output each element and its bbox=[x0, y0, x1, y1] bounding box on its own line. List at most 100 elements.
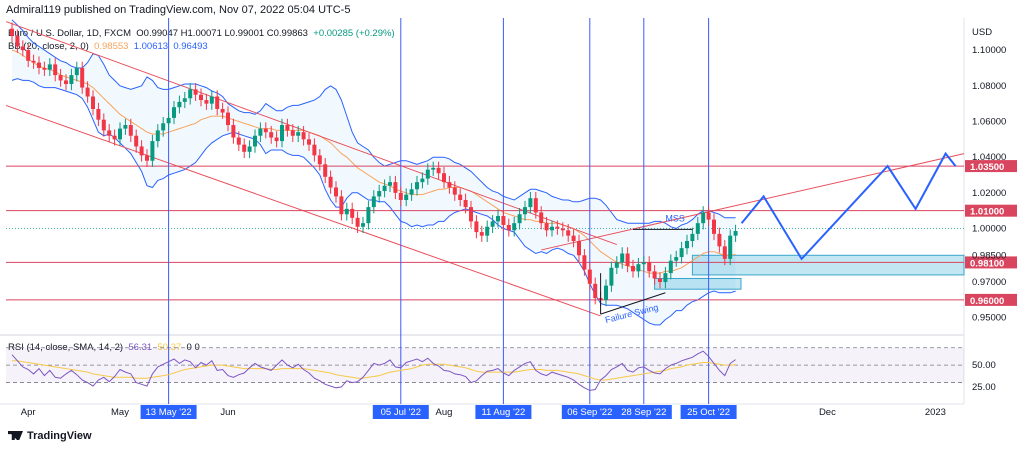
candle-body bbox=[74, 67, 79, 76]
event-date-tag bbox=[615, 405, 672, 419]
candle-body bbox=[269, 132, 274, 138]
candle-body bbox=[425, 169, 430, 179]
candle-body bbox=[733, 231, 738, 236]
candle-body bbox=[312, 144, 317, 156]
candle-body bbox=[150, 141, 155, 161]
bb-upper-value: 1.00613 bbox=[133, 41, 169, 52]
candle-body bbox=[37, 62, 41, 68]
candle-body bbox=[555, 226, 560, 229]
projection-path bbox=[740, 151, 957, 261]
candle-body bbox=[571, 235, 576, 242]
candle-body bbox=[420, 178, 425, 183]
candle-body bbox=[371, 196, 376, 208]
candle-body bbox=[355, 217, 360, 227]
ohlc-values: O0.99047 H1.00071 L0.99001 C0.99863 bbox=[136, 28, 308, 39]
candle-body bbox=[64, 80, 68, 85]
candle-body bbox=[123, 125, 128, 129]
candle-body bbox=[361, 223, 365, 227]
time-axis-tick: Apr bbox=[21, 407, 36, 418]
candle-body bbox=[301, 132, 306, 140]
candle-body bbox=[452, 187, 457, 195]
candle-body bbox=[85, 87, 90, 97]
candle-body bbox=[328, 176, 333, 188]
candle-body bbox=[101, 119, 106, 131]
candle-body bbox=[296, 132, 301, 136]
change-value: +0.00285 (+0.29%) bbox=[313, 28, 395, 39]
candle-body bbox=[404, 194, 409, 200]
price-level-tag bbox=[965, 204, 1017, 217]
candle-body bbox=[317, 155, 322, 165]
candle-body bbox=[350, 208, 355, 218]
tradingview-logo-icon bbox=[8, 431, 23, 440]
brand-name: TradingView bbox=[27, 430, 92, 442]
event-date-label: 13 May '22 bbox=[146, 407, 192, 418]
candle-body bbox=[231, 125, 236, 138]
price-axis-title: USD bbox=[972, 27, 992, 38]
candle-body bbox=[204, 100, 209, 104]
candle-body bbox=[96, 108, 101, 120]
candle-body bbox=[242, 144, 247, 152]
bollinger-band-fill bbox=[12, 19, 736, 325]
time-axis-tick: 2023 bbox=[925, 407, 946, 418]
demand-zone bbox=[691, 254, 965, 276]
bollinger-basis-line bbox=[11, 49, 736, 274]
candle-body bbox=[539, 212, 544, 224]
candle-body bbox=[172, 107, 176, 118]
bb-legend[interactable]: BB (20, close, 2, 0) 0.98553 1.00613 0.9… bbox=[8, 41, 208, 52]
candle-body bbox=[226, 112, 230, 126]
candle-body bbox=[706, 212, 711, 220]
candle-body bbox=[263, 128, 268, 133]
candle-body bbox=[215, 96, 220, 109]
candle-body bbox=[10, 28, 14, 36]
candle-body bbox=[199, 94, 203, 101]
candle-body bbox=[442, 173, 446, 183]
candle-body bbox=[636, 264, 641, 272]
price-level-tag bbox=[965, 256, 1017, 269]
event-date-label: 11 Aug '22 bbox=[481, 407, 525, 418]
rising-trend-line bbox=[541, 153, 965, 251]
rsi-line bbox=[11, 350, 736, 391]
candle-body bbox=[679, 248, 684, 258]
candle-body bbox=[641, 262, 646, 265]
candle-body bbox=[566, 230, 571, 236]
price-axis-tick: 1.06000 bbox=[972, 116, 1006, 127]
candle-body bbox=[474, 221, 479, 233]
candle-body bbox=[166, 117, 171, 124]
candle-body bbox=[118, 128, 122, 140]
candle-body bbox=[587, 269, 592, 284]
candle-body bbox=[463, 199, 468, 208]
candle-body bbox=[15, 35, 20, 47]
candle-body bbox=[47, 64, 52, 70]
rsi-extra: 0 0 bbox=[186, 342, 200, 353]
candle-body bbox=[431, 167, 436, 170]
price-level-tag bbox=[965, 293, 1017, 306]
candle-body bbox=[339, 196, 344, 215]
candle-body bbox=[415, 182, 419, 190]
candle-body bbox=[323, 164, 328, 177]
rsi-axis-tick: 25.00 bbox=[972, 382, 996, 393]
brand-footer[interactable]: TradingView bbox=[8, 430, 92, 442]
bb-label: BB (20, close, 2, 0) bbox=[8, 41, 89, 52]
candle-body bbox=[220, 108, 225, 113]
candle-body bbox=[625, 253, 630, 266]
candle-body bbox=[436, 167, 441, 174]
bb-basis-value: 0.98553 bbox=[94, 41, 129, 52]
symbol-name: Euro / U.S. Dollar, 1D, FXCM bbox=[8, 28, 132, 39]
candle-body bbox=[274, 137, 279, 142]
candle-body bbox=[652, 271, 657, 279]
candle-body bbox=[582, 255, 587, 270]
candle-body bbox=[506, 224, 511, 231]
candle-body bbox=[544, 223, 549, 231]
candle-body bbox=[685, 241, 689, 249]
price-level-label: 1.03500 bbox=[970, 162, 1004, 173]
price-level-label: 0.96000 bbox=[970, 296, 1004, 307]
event-date-label: 06 Sep '22 bbox=[567, 407, 612, 418]
event-date-tag bbox=[561, 405, 618, 419]
candle-body bbox=[188, 89, 193, 99]
candle-body bbox=[177, 101, 182, 108]
candle-body bbox=[290, 130, 295, 136]
candle-body bbox=[512, 223, 517, 231]
candle-body bbox=[458, 194, 463, 200]
